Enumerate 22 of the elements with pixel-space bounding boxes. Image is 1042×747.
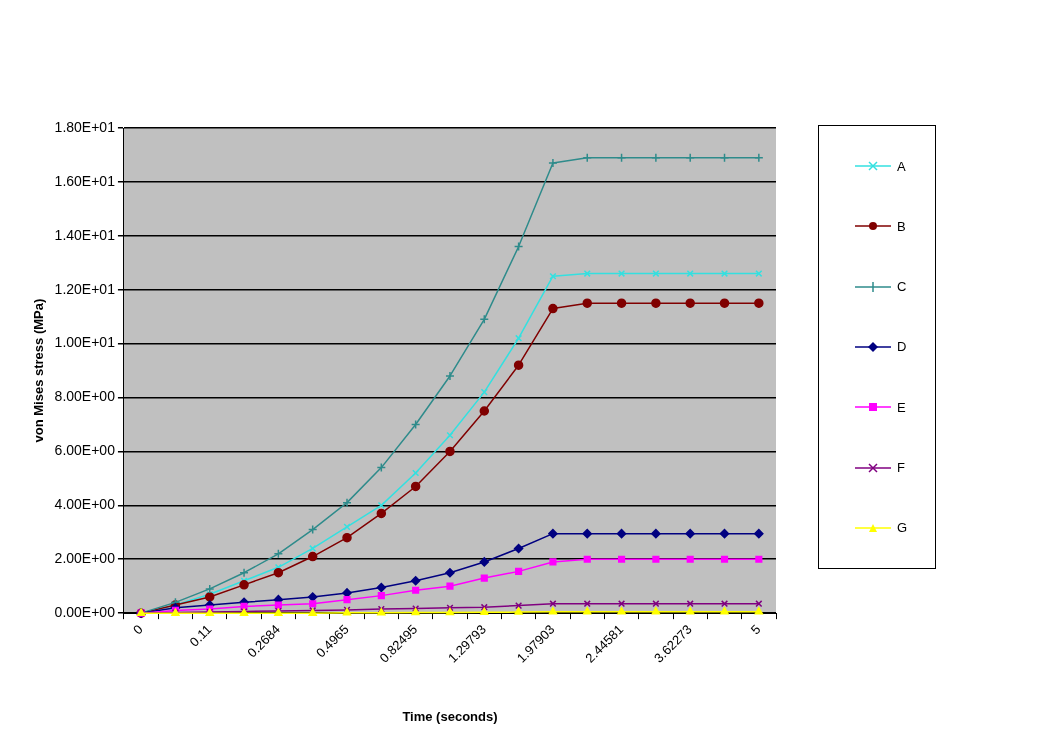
x-tick-label: 5 [747,621,764,638]
y-tick-label: 8.00E+00 [54,388,116,405]
legend-label: F [897,460,905,476]
y-tick-label: 4.00E+00 [54,496,116,513]
y-tick-label: 0.00E+00 [54,604,116,620]
legend-label: C [897,279,907,295]
y-tick-label: 1.20E+01 [54,280,116,297]
y-tick-label: 1.80E+01 [54,118,116,135]
legend-label: B [897,218,906,234]
y-axis-title: von Mises stress (MPa) [31,298,47,443]
legend-label: A [897,158,906,174]
y-tick-label: 1.00E+01 [54,334,116,351]
y-tick-label: 6.00E+00 [54,442,116,459]
y-tick-label: 1.40E+01 [54,226,116,243]
x-axis-title: Time (seconds) [402,708,498,724]
y-tick-label: 2.00E+00 [54,550,116,567]
x-tick-label: 0 [130,621,146,638]
x-tick-label: 0.11 [186,621,215,650]
legend-label: D [897,339,907,355]
y-tick-label: 1.60E+01 [54,172,116,189]
legend-label: G [897,520,908,536]
legend-label: E [897,399,906,415]
